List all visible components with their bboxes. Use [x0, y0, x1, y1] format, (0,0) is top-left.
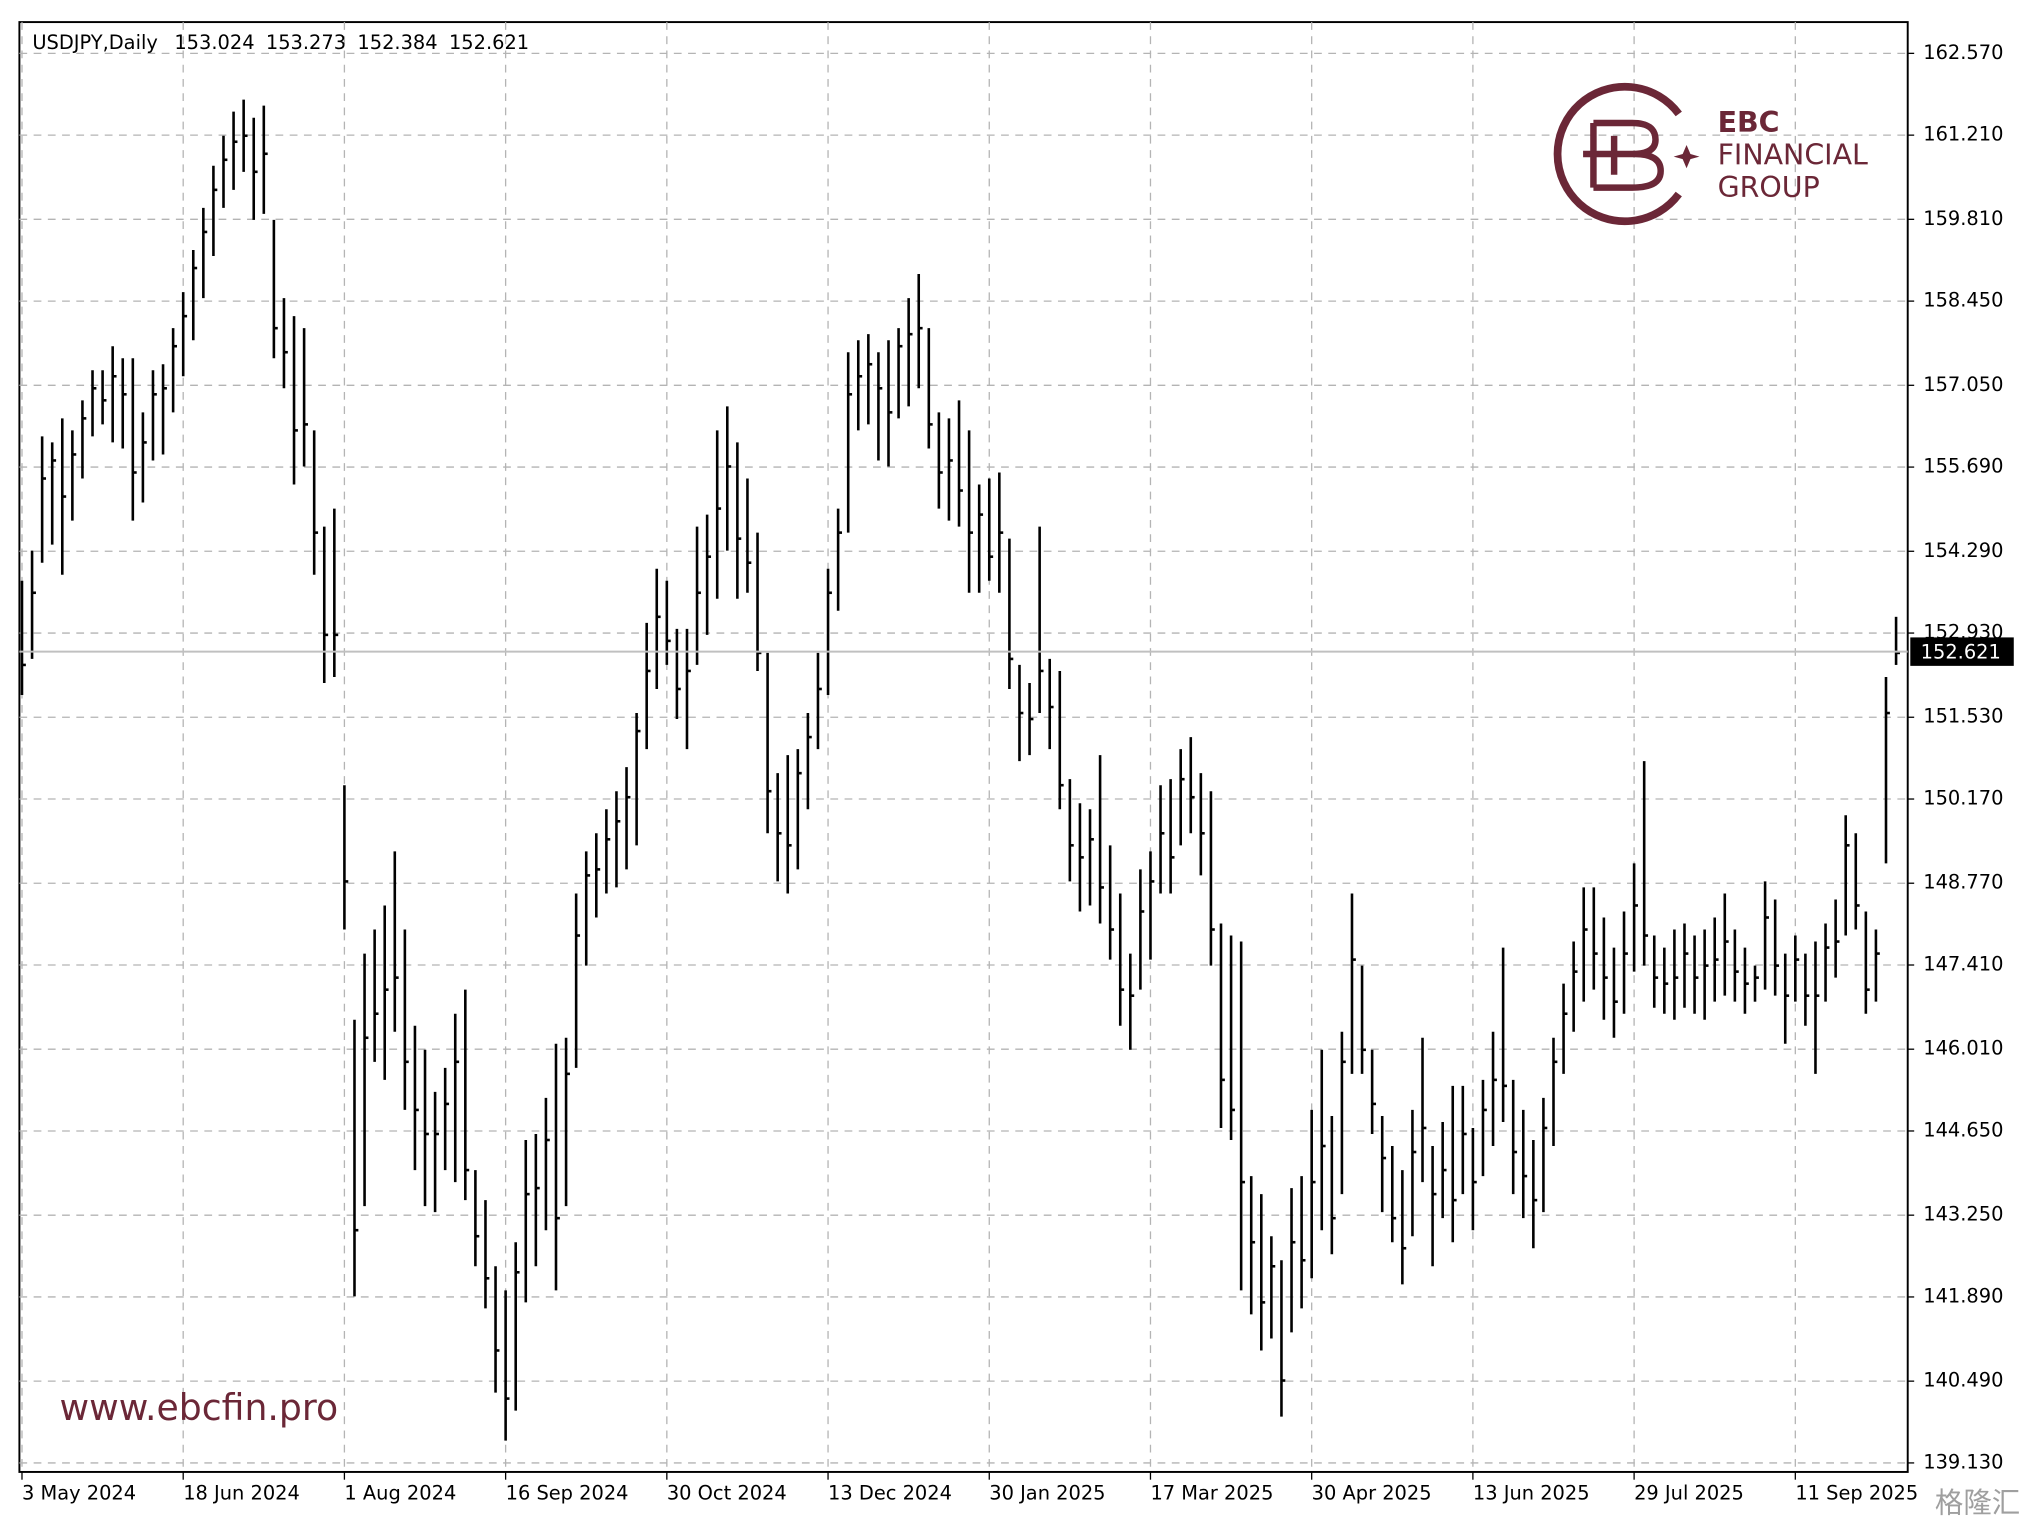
y-tick-label: 144.650 — [1923, 1118, 2003, 1141]
y-tick-label: 162.570 — [1923, 41, 2003, 64]
x-tick-label: 30 Jan 2025 — [989, 1481, 1105, 1504]
high-value: 153.273 — [266, 30, 346, 53]
low-value: 152.384 — [357, 30, 437, 53]
price-label: 152.621 — [1921, 640, 2001, 663]
watermark: 格隆汇 — [1935, 1486, 2020, 1519]
plot-frame — [18, 21, 1909, 1473]
website: www.ebcfin.pro — [59, 1386, 338, 1429]
x-tick-label: 29 Jul 2025 — [1634, 1481, 1744, 1504]
y-tick-label: 158.450 — [1923, 289, 2003, 312]
logo-star — [1673, 144, 1700, 169]
grid — [19, 22, 1908, 1472]
symbol: USDJPY,Daily — [32, 30, 158, 53]
x-tick-label: 13 Dec 2024 — [828, 1481, 952, 1504]
open-value: 153.024 — [174, 30, 254, 53]
y-tick-label: 143.250 — [1923, 1203, 2003, 1226]
x-tick-label: 13 Jun 2025 — [1473, 1481, 1590, 1504]
x-tick-label: 30 Apr 2025 — [1312, 1481, 1432, 1504]
logo-group: GROUP — [1718, 171, 1820, 204]
x-tick-label: 1 Aug 2024 — [344, 1481, 456, 1504]
y-tick-label: 139.130 — [1923, 1450, 2003, 1473]
y-tick-label: 146.010 — [1923, 1037, 2003, 1060]
y-tick-label: 157.050 — [1923, 373, 2003, 396]
bars — [20, 99, 1900, 1441]
x-tick-label: 16 Sep 2024 — [506, 1481, 629, 1504]
y-tick-label: 151.530 — [1923, 705, 2003, 728]
y-tick-label: 155.690 — [1923, 455, 2003, 478]
x-tick-label: 18 Jun 2024 — [183, 1481, 300, 1504]
logo-mark — [1583, 119, 1664, 191]
logo-ring — [1553, 82, 1682, 226]
y-tick-label: 140.490 — [1923, 1369, 2003, 1392]
y-tick-label: 161.210 — [1923, 123, 2003, 146]
price-label-box — [1910, 637, 2014, 666]
logo-financial: FINANCIAL — [1718, 139, 1868, 172]
x-tick-label: 3 May 2024 — [22, 1481, 136, 1504]
close-value: 152.621 — [449, 30, 529, 53]
y-tick-label: 147.410 — [1923, 953, 2003, 976]
y-tick-label: 159.810 — [1923, 207, 2003, 230]
x-tick-label: 17 Mar 2025 — [1150, 1481, 1273, 1504]
y-tick-label: 150.170 — [1923, 787, 2003, 810]
logo: EBC FINANCIAL GROUP — [1553, 82, 1868, 226]
y-tick-label: 148.770 — [1923, 871, 2003, 894]
y-tick-label: 141.890 — [1923, 1284, 2003, 1307]
logo-ebc: EBC — [1718, 106, 1780, 139]
y-tick-label: 154.290 — [1923, 539, 2003, 562]
chart-header: USDJPY,Daily 153.024 153.273 152.384 152… — [32, 30, 529, 53]
x-tick-label: 11 Sep 2025 — [1795, 1481, 1918, 1504]
axes: 162.570 161.210 159.810 158.450 157.050 155.6… — [19, 41, 2014, 1504]
x-tick-label: 30 Oct 2024 — [667, 1481, 787, 1504]
